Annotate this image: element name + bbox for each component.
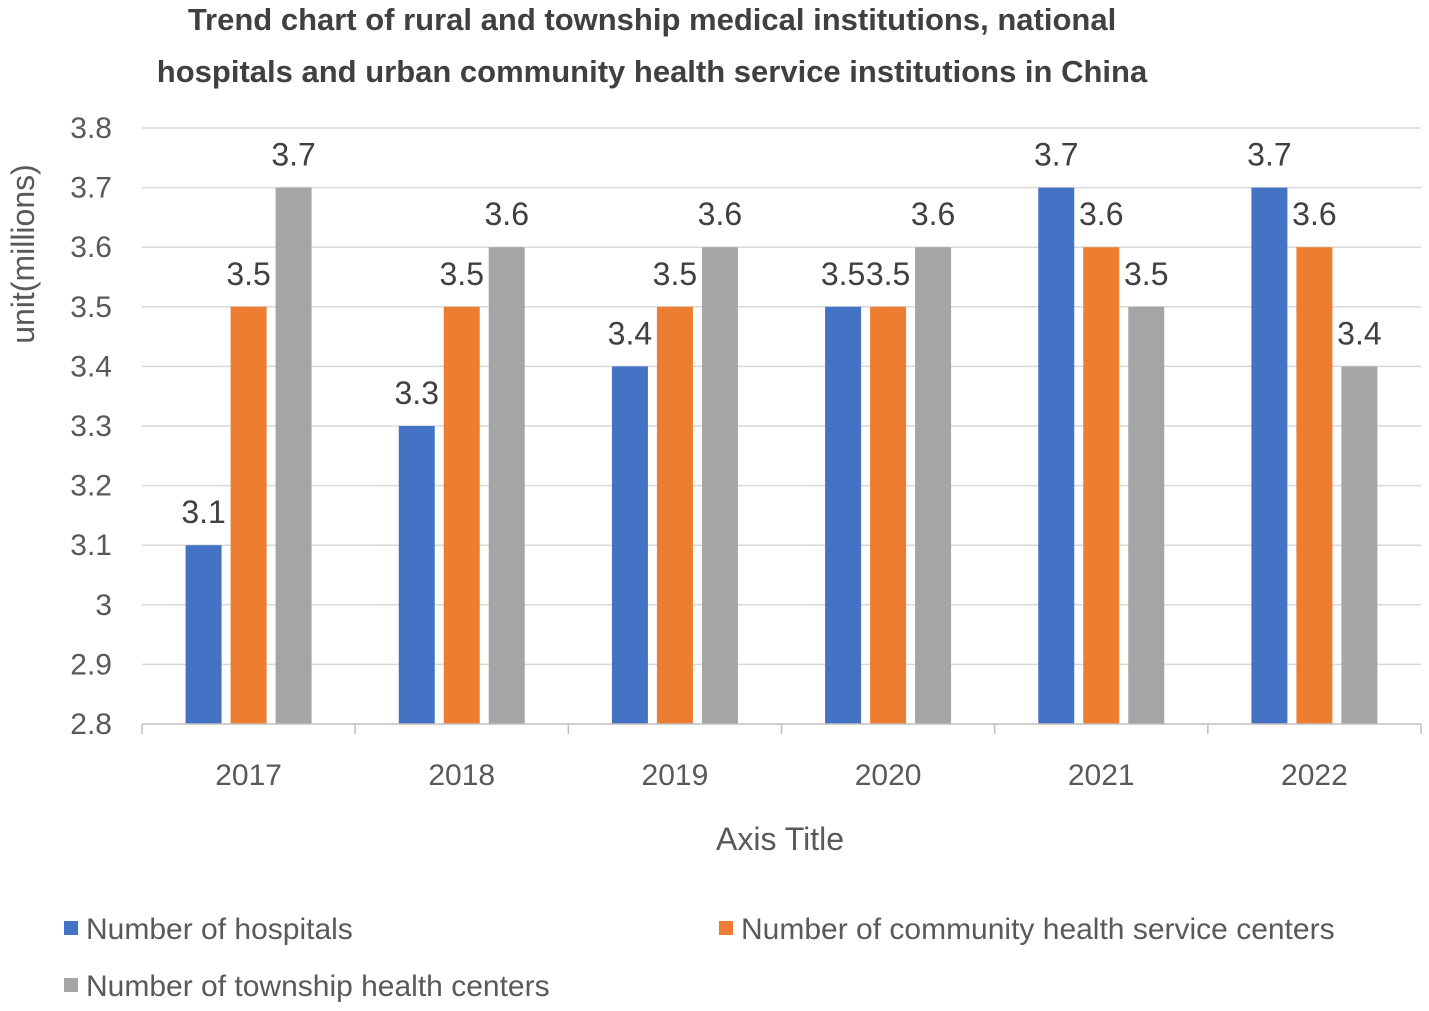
data-label: 3.6 [1079,196,1123,232]
bar [1341,366,1378,724]
data-label: 3.4 [608,315,652,351]
data-label: 3.1 [181,494,225,530]
y-tick-label: 3 [95,589,112,622]
gridlines [142,127,1421,666]
legend-label: Number of community health service cente… [741,913,1335,946]
x-axis: 2017 2018 2019 2020 2021 2022 [141,723,1422,792]
bar [701,247,738,724]
legend-swatch [64,978,78,992]
bar [1083,247,1120,724]
x-tick-label: 2020 [855,759,922,792]
chart-title: Trend chart of rural and township medica… [157,2,1148,89]
y-tick-label: 3.3 [70,410,112,443]
y-tick-label: 3.8 [70,112,112,145]
data-label: 3.5 [226,256,270,292]
data-label: 3.7 [271,137,315,173]
bar [656,306,693,724]
data-label: 3.5 [440,256,484,292]
y-tick-label: 3.7 [70,172,112,205]
data-label: 3.6 [485,196,529,232]
legend-label: Number of hospitals [86,913,353,946]
data-label: 3.7 [1247,137,1291,173]
data-labels: 3.13.53.73.33.53.63.43.53.63.5 3.53.63.73… [181,137,1381,531]
y-tick-label: 3.4 [70,350,112,383]
bar [185,545,222,724]
y-tick-label: 3.5 [70,291,112,324]
bar [1038,187,1075,725]
data-label: 3.5 [866,256,910,292]
legend-swatch [719,921,733,935]
data-label: 3.6 [698,196,742,232]
y-axis-title: unit(millions) [5,164,41,344]
chart-title-line-1: Trend chart of rural and township medica… [188,2,1116,37]
x-tick-label: 2017 [215,759,282,792]
chart-title-line-2: hospitals and urban community health ser… [157,54,1148,89]
y-tick-label: 3.6 [70,231,112,264]
legend-swatch [64,921,78,935]
bars [185,187,1378,725]
bar [611,366,648,724]
y-tick-label: 2.9 [70,648,112,681]
legend-label: Number of township health centers [86,970,550,1003]
bar [825,306,862,724]
data-label: 3.7 [1034,137,1078,173]
y-axis-ticks: 2.8 2.9 3 3.1 3.2 3.3 3.4 3.5 3.6 3.7 3.8 [70,112,112,741]
bar [488,247,525,724]
bar [230,306,267,724]
data-label: 3.5 [1124,256,1168,292]
bar [1296,247,1333,724]
data-label: 3.3 [395,375,439,411]
bar [1251,187,1288,725]
data-label: 3.6 [1292,196,1336,232]
legend: Number of hospitals Number of community h… [64,913,1335,1003]
bar [275,187,312,725]
data-label: 3.6 [911,196,955,232]
x-tick-label: 2021 [1068,759,1135,792]
x-tick-label: 2019 [642,759,709,792]
x-axis-title: Axis Title [716,821,844,857]
y-tick-label: 2.8 [70,708,112,741]
y-tick-label: 3.1 [70,529,112,562]
bar [1128,306,1165,724]
bar [398,426,435,724]
bar [915,247,952,724]
data-label: 3.5 [653,256,697,292]
bar [870,306,907,724]
bar [443,306,480,724]
data-label: 3.5 [821,256,865,292]
data-label: 3.4 [1337,315,1381,351]
x-tick-label: 2018 [428,759,495,792]
y-tick-label: 3.2 [70,470,112,503]
x-tick-label: 2022 [1281,759,1348,792]
